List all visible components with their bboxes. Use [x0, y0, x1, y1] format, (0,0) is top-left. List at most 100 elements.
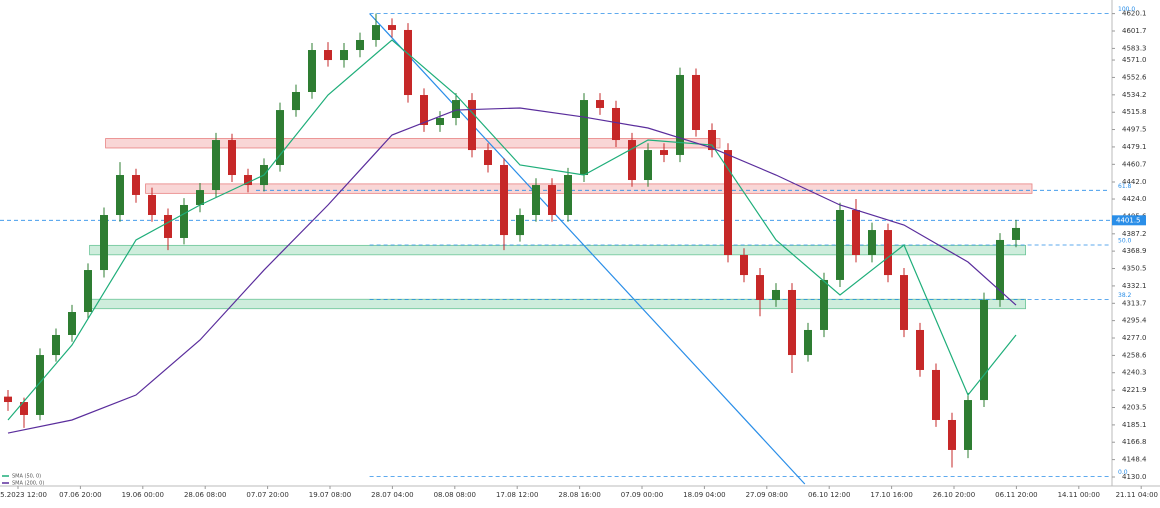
- y-tick-label: 4130.0: [1122, 473, 1147, 481]
- x-tick-label: 27.09 08:00: [746, 491, 788, 499]
- candle-body: [548, 185, 556, 216]
- y-tick-label: 4620.1: [1122, 10, 1147, 18]
- candle-body: [36, 355, 44, 415]
- candle-body: [740, 255, 748, 276]
- candle-body: [404, 29, 412, 96]
- y-tick-label: 4221.9: [1122, 386, 1147, 394]
- y-tick-label: 4332.1: [1122, 282, 1147, 290]
- zone: [145, 183, 1033, 194]
- x-tick-label: 17.08 12:00: [496, 491, 538, 499]
- candle-body: [212, 140, 220, 191]
- candle-body: [388, 25, 396, 30]
- candle-body: [468, 100, 476, 151]
- y-tick-label: 4460.7: [1122, 160, 1147, 168]
- x-tick-label: 14.11 00:00: [1058, 491, 1100, 499]
- candle-body: [836, 209, 844, 280]
- candle-body: [564, 175, 572, 216]
- y-tick-label: 4515.8: [1122, 108, 1147, 116]
- sma-line: [7, 107, 1017, 434]
- fib-label: 50.0: [1118, 237, 1132, 244]
- candle-body: [52, 334, 60, 356]
- candle-body: [788, 289, 796, 356]
- candle-body: [580, 100, 588, 176]
- candle-body: [100, 215, 108, 271]
- y-tick-label: 4185.1: [1122, 421, 1147, 429]
- fib-label: 100.0: [1118, 6, 1135, 13]
- candle-body: [932, 369, 940, 420]
- legend-label: SMA (50, 0): [12, 474, 41, 480]
- legend-label: SMA (200, 0): [12, 481, 44, 487]
- candle-body: [884, 230, 892, 276]
- fib-label: 61.8: [1118, 183, 1132, 190]
- y-tick-label: 4601.7: [1122, 27, 1147, 35]
- sma-line: [7, 39, 1017, 421]
- x-tick-label: 06.11 20:00: [995, 491, 1037, 499]
- candle-body: [596, 100, 604, 108]
- x-tick-label: 21.11 04:00: [1116, 491, 1158, 499]
- candle-body: [612, 107, 620, 141]
- zone: [84, 298, 1026, 310]
- candle-body: [196, 190, 204, 205]
- candle-body: [980, 300, 988, 401]
- candle-body: [772, 289, 780, 301]
- y-tick-label: 4552.6: [1122, 73, 1147, 81]
- candle-body: [244, 175, 252, 186]
- candle-body: [276, 110, 284, 165]
- candle-body: [452, 100, 460, 118]
- zone: [105, 138, 721, 149]
- x-tick-label: 19.06 00:00: [122, 491, 164, 499]
- candle-body: [948, 419, 956, 450]
- candle-body: [804, 329, 812, 356]
- x-tick-label: 26.10 20:00: [933, 491, 975, 499]
- zone: [89, 244, 1026, 256]
- y-tick-label: 4442.0: [1122, 178, 1147, 186]
- candle-body: [708, 130, 716, 151]
- candle-body: [660, 150, 668, 155]
- x-tick-label: 28.06 08:00: [184, 491, 226, 499]
- candle-body: [628, 140, 636, 181]
- y-tick-label: 4313.7: [1122, 299, 1147, 307]
- candle-body: [852, 209, 860, 256]
- last-price-box: [1112, 215, 1146, 226]
- y-tick-label: 4571.0: [1122, 56, 1147, 64]
- candle-body: [692, 74, 700, 131]
- x-tick-label: 28.07 04:00: [371, 491, 413, 499]
- x-tick-label: 08.08 08:00: [434, 491, 476, 499]
- x-tick-label: 06.10 12:00: [808, 491, 850, 499]
- candle-body: [900, 275, 908, 330]
- x-tick-label: 9.05.2023 12:00: [0, 491, 47, 499]
- y-tick-label: 4240.3: [1122, 369, 1147, 377]
- y-tick-label: 4424.0: [1122, 195, 1147, 203]
- candle-body: [308, 50, 316, 92]
- candle-body: [964, 400, 972, 450]
- x-tick-label: 19.07 08:00: [309, 491, 351, 499]
- y-tick-label: 4258.6: [1122, 351, 1147, 359]
- candle-body: [372, 25, 380, 40]
- candle-body: [340, 50, 348, 61]
- candle-body: [756, 275, 764, 301]
- y-tick-label: 4350.5: [1122, 265, 1147, 273]
- candle-body: [164, 215, 172, 238]
- y-tick-label: 4166.8: [1122, 438, 1147, 446]
- y-tick-label: 4203.5: [1122, 404, 1147, 412]
- y-tick-label: 4479.1: [1122, 143, 1147, 151]
- last-price-label: 4401.5: [1116, 216, 1141, 224]
- fib-label: 0.0: [1118, 469, 1128, 476]
- candle-body: [20, 402, 28, 415]
- candle-body: [644, 150, 652, 181]
- candle-body: [516, 215, 524, 236]
- y-tick-label: 4277.0: [1122, 334, 1147, 342]
- y-tick-label: 4295.4: [1122, 317, 1147, 325]
- fib-label: 38.2: [1118, 292, 1132, 299]
- candle-body: [228, 140, 236, 176]
- candle-body: [132, 175, 140, 195]
- candle-body: [292, 91, 300, 111]
- candle-body: [676, 74, 684, 155]
- candle-body: [996, 239, 1004, 301]
- y-tick-label: 4368.9: [1122, 247, 1147, 255]
- candle-body: [84, 270, 92, 313]
- candle-body: [4, 396, 12, 403]
- x-tick-label: 28.08 16:00: [558, 491, 600, 499]
- y-tick-label: 4387.2: [1122, 230, 1147, 238]
